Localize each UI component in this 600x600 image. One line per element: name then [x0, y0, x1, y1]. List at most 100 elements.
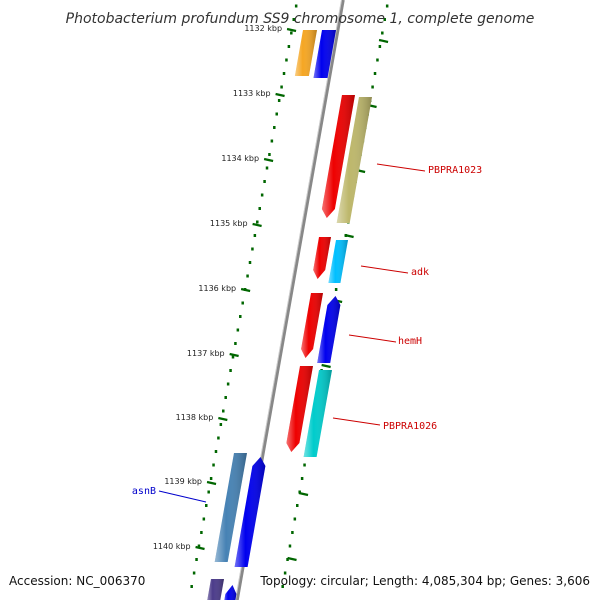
label-leader-line	[158, 490, 207, 503]
tick-mark-right	[298, 491, 309, 497]
map-title: Photobacterium profundum SS9 chromosome …	[66, 11, 535, 27]
left-guide-dot	[270, 139, 274, 143]
gene-arrow-shading	[313, 237, 331, 279]
left-guide-dot	[287, 45, 291, 48]
label-leader-line	[332, 417, 381, 426]
left-guide-dot	[217, 436, 220, 440]
left-guide-dot	[253, 234, 257, 237]
tick-mark-left	[195, 545, 205, 551]
gene-arrow-shading	[328, 240, 348, 283]
tick-mark-right	[287, 556, 297, 562]
gene-arrow-shading	[286, 366, 313, 452]
left-guide-dot	[277, 99, 281, 102]
tick-mark-right	[378, 38, 389, 44]
gene-arrow-shading	[303, 370, 332, 457]
tick-label: 1137 kbp	[187, 349, 225, 358]
left-guide-dot	[229, 369, 232, 372]
left-guide-dot	[202, 517, 206, 521]
left-guide-dot	[292, 18, 295, 21]
label-leader-line	[348, 334, 397, 343]
left-guide-dot	[207, 490, 210, 494]
right-guide-dot	[383, 18, 386, 21]
right-guide-dot	[300, 477, 304, 480]
gene-label-adk: adk	[411, 267, 429, 278]
tick-label: 1133 kbp	[233, 89, 271, 98]
left-guide-dot	[268, 153, 271, 156]
gene-arrow-shading	[214, 453, 247, 562]
gene-features	[207, 30, 372, 600]
left-guide-dot	[192, 571, 196, 575]
left-guide-dot	[246, 274, 249, 278]
gene-arrow-shading	[294, 30, 317, 76]
left-guide-dot	[236, 328, 240, 332]
right-guide-dot	[293, 517, 297, 521]
tick-mark-left	[275, 92, 285, 98]
tick-label: 1134 kbp	[221, 154, 259, 163]
tick-label: 1138 kbp	[176, 413, 214, 422]
right-guide-dot	[303, 463, 306, 467]
left-guide-dot	[282, 72, 286, 75]
gene-arrow-shading	[224, 585, 237, 600]
left-guide-dot	[200, 531, 203, 534]
left-guide-dot	[212, 463, 215, 467]
tick-mark-left	[252, 222, 262, 228]
left-guide-dot	[248, 261, 252, 264]
left-guide-dot	[224, 396, 227, 399]
label-leader-line	[360, 265, 409, 274]
left-guide-dot	[222, 409, 225, 413]
left-guide-dot	[260, 193, 264, 197]
left-guide-dot	[280, 85, 283, 89]
tick-mark-left	[229, 352, 239, 358]
tick-label: 1132 kbp	[244, 24, 282, 33]
left-guide-dot	[234, 342, 237, 345]
left-guide-dot	[209, 477, 213, 480]
right-guide-dot	[371, 85, 374, 89]
right-guide-dot	[286, 558, 289, 561]
tick-mark-left	[218, 416, 228, 422]
gene-arrow-shading	[336, 97, 372, 223]
gene-arrow-shading	[301, 293, 323, 358]
genome-summary: Topology: circular; Length: 4,085,304 bp…	[260, 574, 590, 588]
right-guide-dot	[283, 571, 287, 575]
tick-label: 1140 kbp	[153, 542, 191, 551]
left-guide-dot	[190, 585, 193, 588]
right-guide-dot	[378, 45, 382, 48]
left-guide-dot	[231, 355, 235, 359]
right-guide-dot	[376, 58, 379, 62]
tick-mark-left	[240, 287, 251, 293]
left-guide-dot	[226, 382, 230, 386]
left-guide-dot	[219, 423, 223, 426]
right-guide-dot	[381, 31, 384, 35]
gene-label-asnb: asnB	[132, 486, 156, 497]
gene-arrow-shading	[234, 457, 266, 567]
gene-arrow-shading	[317, 296, 341, 363]
right-guide-dot	[373, 72, 377, 75]
left-guide-dot	[195, 558, 198, 561]
right-guide-dot	[385, 4, 389, 8]
accession-text: Accession: NC_006370	[9, 574, 146, 588]
right-guide-dot	[288, 544, 292, 548]
gene-arrow-shading	[207, 579, 224, 600]
left-guide-dot	[265, 166, 269, 170]
right-guide-dot	[298, 490, 301, 494]
left-guide-dot	[275, 112, 278, 116]
right-guide-dot	[291, 531, 294, 534]
left-guide-dot	[251, 247, 254, 251]
right-guide-dot	[281, 585, 284, 588]
tick-label: 1136 kbp	[198, 284, 236, 293]
gene-label-hemh: hemH	[398, 336, 422, 347]
tick-mark-right	[344, 233, 354, 239]
tick-mark-left	[286, 27, 297, 33]
tick-label: 1135 kbp	[210, 219, 248, 228]
left-guide-dot	[197, 544, 201, 548]
gene-label-pbpra1026: PBPRA1026	[383, 421, 437, 432]
left-guide-dot	[205, 504, 208, 507]
left-guide-dot	[256, 220, 259, 224]
left-guide-dot	[239, 315, 242, 318]
left-guide-dot	[294, 4, 298, 8]
tick-label: 1139 kbp	[164, 477, 202, 486]
tick-mark-left	[206, 480, 217, 486]
gene-arrow-shading	[321, 95, 355, 218]
left-guide-dot	[290, 31, 293, 35]
